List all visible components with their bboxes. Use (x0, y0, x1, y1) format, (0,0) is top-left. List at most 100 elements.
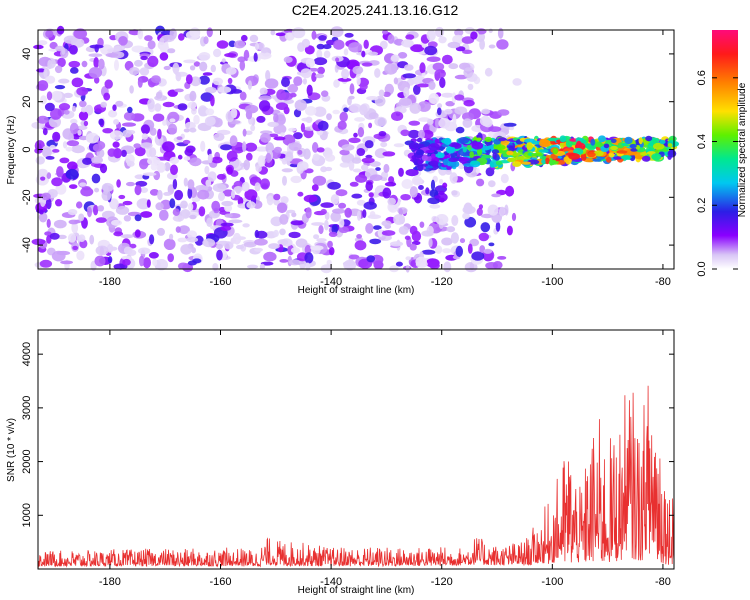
y-tick-label: 1000 (21, 503, 33, 527)
heatmap-cell (197, 189, 210, 200)
heatmap-cell (359, 104, 368, 116)
heatmap-cell (147, 156, 161, 166)
heatmap-cell (82, 157, 93, 165)
heatmap-cell (184, 121, 196, 130)
heatmap-cell (187, 260, 197, 266)
heatmap-cell (575, 137, 583, 143)
heatmap-cell (254, 182, 261, 192)
heatmap-cell (288, 127, 297, 132)
heatmap-cell (344, 32, 354, 38)
heatmap-cell (630, 148, 638, 152)
heatmap-cell (368, 192, 374, 198)
heatmap-cell (122, 129, 132, 138)
heatmap-cell (167, 123, 178, 135)
heatmap-cell (402, 73, 417, 79)
heatmap-cell (40, 95, 47, 105)
heatmap-cell (521, 161, 531, 165)
heatmap-cell (254, 247, 263, 252)
heatmap-cell (134, 184, 142, 196)
heatmap-cell (122, 122, 136, 127)
heatmap-cell (185, 74, 193, 85)
heatmap-cell (428, 238, 433, 248)
heatmap-cell (426, 29, 436, 41)
heatmap-cell (565, 140, 573, 148)
heatmap-cell (355, 174, 368, 183)
heatmap-cell (288, 142, 302, 151)
heatmap-cell (338, 218, 345, 228)
heatmap-cell (275, 102, 289, 110)
heatmap-cell (313, 106, 327, 117)
heatmap-cell (152, 258, 158, 267)
heatmap-cell (255, 164, 262, 172)
heatmap-cell (351, 193, 363, 199)
heatmap-cell (326, 113, 332, 121)
heatmap-cell (41, 192, 51, 201)
heatmap-cell (337, 120, 347, 130)
heatmap-cell (118, 36, 128, 46)
heatmap-cell (60, 260, 73, 265)
heatmap-cell (44, 102, 55, 112)
heatmap-cell (451, 215, 459, 226)
heatmap-cell (224, 213, 233, 218)
heatmap-cell (78, 213, 85, 222)
heatmap-cell (99, 163, 108, 174)
heatmap-cell (439, 146, 444, 152)
heatmap-cell (469, 238, 480, 247)
heatmap-cell (189, 90, 197, 102)
heatmap-cell (506, 225, 513, 236)
heatmap-cell (204, 165, 210, 175)
heatmap-cell (172, 62, 180, 75)
heatmap-cell (458, 163, 465, 170)
heatmap-cell (210, 95, 215, 107)
heatmap-cell (78, 111, 89, 121)
heatmap-cell (399, 97, 412, 106)
heatmap-cell (284, 156, 292, 162)
heatmap-cell (118, 194, 126, 200)
heatmap-cell (68, 45, 78, 55)
heatmap-cell (482, 118, 493, 128)
heatmap-cell (163, 191, 172, 196)
heatmap-cell (202, 72, 213, 76)
heatmap-cell (366, 255, 376, 263)
heatmap-cell (380, 141, 388, 148)
heatmap-cell (140, 187, 149, 194)
heatmap-cell (259, 263, 265, 270)
heatmap-cell (71, 105, 77, 112)
heatmap-cell (273, 113, 279, 123)
heatmap-cell (58, 78, 70, 84)
heatmap-cell (115, 100, 124, 107)
heatmap-cell (381, 171, 389, 179)
heatmap-cell (78, 135, 89, 141)
y-tick-label: 20 (21, 96, 33, 108)
heatmap-cell (114, 59, 119, 71)
heatmap-cell (416, 83, 430, 88)
heatmap-cell (382, 187, 392, 199)
heatmap-cell (273, 229, 279, 237)
heatmap-cell (45, 197, 52, 210)
heatmap-cell (39, 209, 44, 215)
heatmap-cell (186, 236, 199, 243)
heatmap-cell (260, 130, 273, 135)
heatmap-cell (417, 163, 424, 172)
heatmap-cell (353, 132, 358, 138)
heatmap-cell (651, 153, 662, 161)
heatmap-cell (223, 241, 234, 250)
heatmap-cell (205, 179, 212, 187)
x-tick-label: -80 (655, 276, 671, 288)
heatmap-cell (157, 128, 162, 140)
heatmap-cell (439, 178, 444, 185)
heatmap-cell (629, 154, 636, 162)
heatmap-cell (555, 158, 561, 162)
heatmap-cell (77, 129, 82, 136)
heatmap-cell (146, 199, 151, 208)
heatmap-cell (109, 130, 124, 141)
heatmap-cell (276, 202, 288, 214)
heatmap-cell (198, 206, 206, 217)
heatmap-cell (640, 152, 648, 156)
heatmap-cell (653, 142, 665, 150)
heatmap-cell (76, 250, 85, 261)
heatmap-cell (265, 70, 271, 81)
heatmap-cell (361, 62, 373, 67)
heatmap-cell (418, 129, 425, 140)
